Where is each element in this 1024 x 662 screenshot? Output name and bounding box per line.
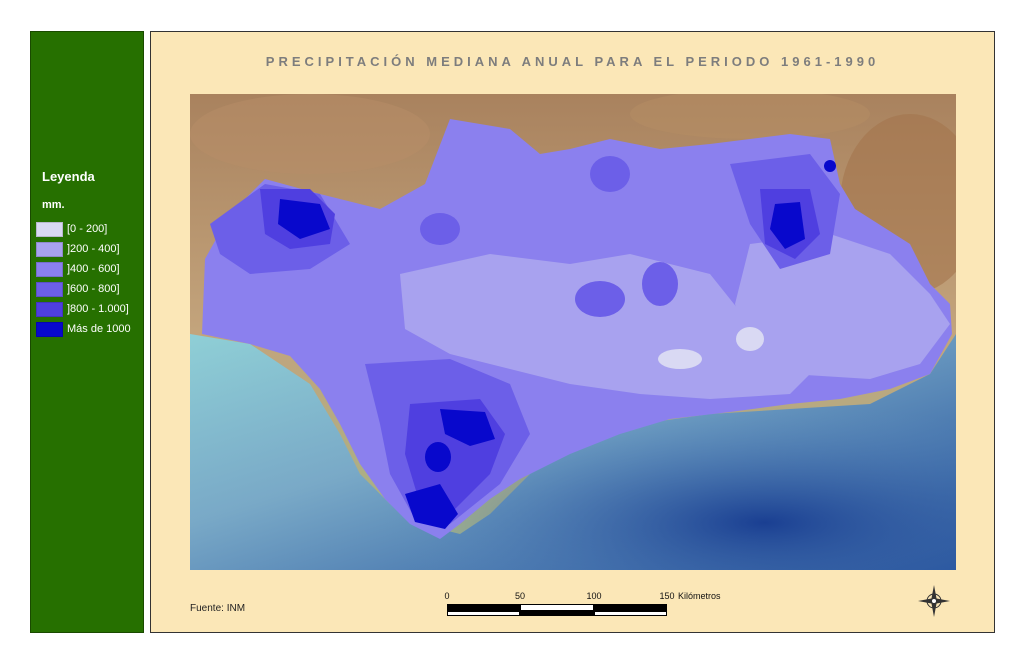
region-600-800 (590, 156, 630, 192)
scale-bar: 0 50 100 150 Kilómetros (444, 591, 747, 621)
legend-items: [0 - 200] ]200 - 400] ]400 - 600] ]600 -… (36, 219, 131, 339)
region-over-1000 (278, 199, 330, 239)
region-0-200 (736, 327, 764, 351)
terrain-patch (190, 94, 430, 174)
legend-swatch (36, 301, 63, 317)
scale-tick-label: 50 (514, 591, 526, 601)
scale-tick-label: 0 (444, 591, 450, 601)
region-0-200 (658, 349, 702, 369)
region-200-400 (400, 254, 810, 399)
scale-unit: Kilómetros (678, 591, 721, 601)
terrain-patch (630, 94, 870, 139)
region-over-1000 (770, 202, 805, 249)
legend-title: Leyenda (42, 169, 95, 184)
legend-swatch (36, 221, 63, 237)
legend-item: ]600 - 800] (36, 279, 131, 299)
region-600-800 (642, 262, 678, 306)
legend-label: ]800 - 1.000] (67, 303, 129, 315)
scale-tick-label: 150 (659, 591, 675, 601)
map-title: PRECIPITACIÓN MEDIANA ANUAL PARA EL PERI… (265, 54, 880, 69)
legend-swatch (36, 241, 63, 257)
legend-item: ]400 - 600] (36, 259, 131, 279)
legend-item: Más de 1000 (36, 319, 131, 339)
scale-bar-lower (447, 611, 667, 616)
legend-panel: Leyenda mm. [0 - 200] ]200 - 400] ]400 -… (30, 31, 144, 633)
region-200-400 (735, 234, 950, 379)
region-over-1000 (824, 160, 836, 172)
legend-item: [0 - 200] (36, 219, 131, 239)
legend-label: ]400 - 600] (67, 263, 120, 275)
legend-swatch (36, 321, 63, 337)
legend-swatch (36, 281, 63, 297)
map-svg (190, 94, 956, 570)
legend-label: [0 - 200] (67, 223, 108, 235)
legend-swatch (36, 261, 63, 277)
legend-item: ]200 - 400] (36, 239, 131, 259)
legend-label: ]200 - 400] (67, 243, 120, 255)
source-text: Fuente: INM (190, 603, 246, 614)
map-area[interactable] (190, 94, 956, 570)
legend-item: ]800 - 1.000] (36, 299, 131, 319)
legend-label: Más de 1000 (67, 323, 131, 335)
map-frame: PRECIPITACIÓN MEDIANA ANUAL PARA EL PERI… (150, 31, 995, 633)
north-arrow-icon (918, 585, 950, 617)
region-over-1000 (425, 442, 451, 472)
region-600-800 (420, 213, 460, 245)
region-600-800 (575, 281, 625, 317)
region-over-1000 (405, 484, 458, 529)
region-over-1000 (440, 409, 495, 446)
scale-tick-label: 100 (586, 591, 602, 601)
legend-unit: mm. (42, 199, 65, 211)
legend-label: ]600 - 800] (67, 283, 120, 295)
scale-bar-graphic (447, 604, 667, 611)
